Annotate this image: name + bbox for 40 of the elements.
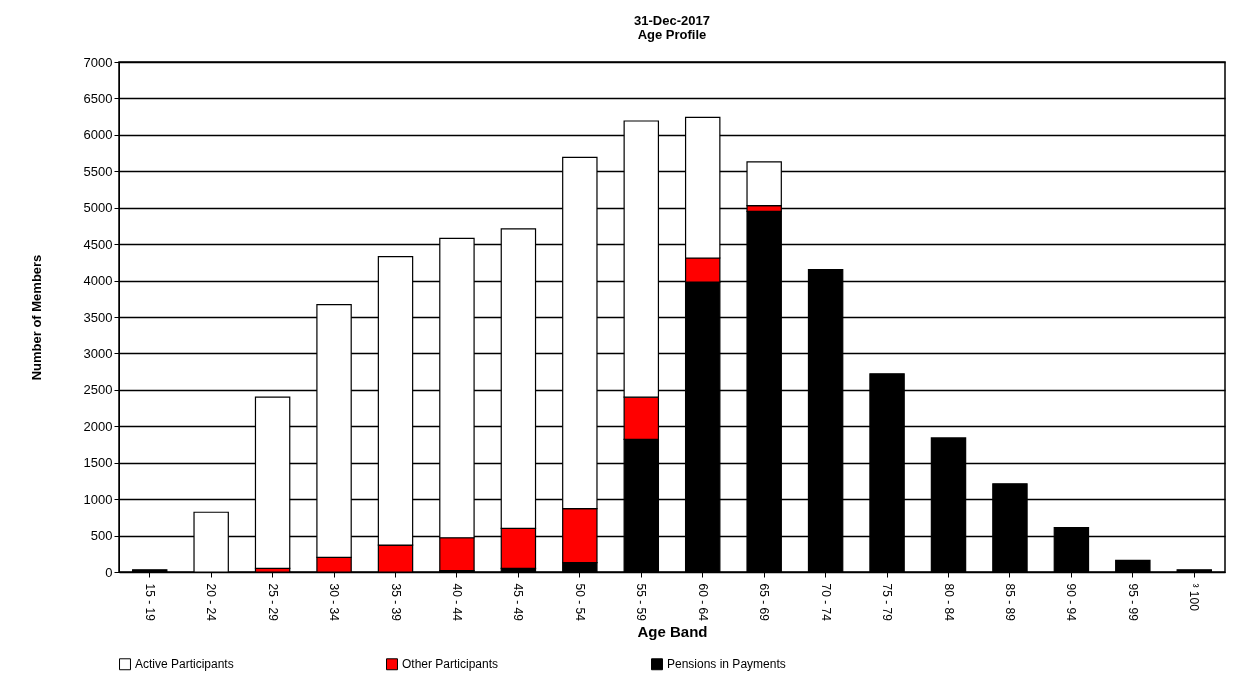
legend-label: Other Participants bbox=[402, 657, 499, 672]
x-tick-label: 65 - 69 bbox=[757, 583, 772, 622]
y-axis-title: Number of Members bbox=[28, 254, 44, 381]
x-tick-label: 30 - 34 bbox=[327, 583, 342, 622]
x-tick-label: 20 - 24 bbox=[204, 583, 219, 622]
chart-subtitle: Age Profile bbox=[637, 27, 707, 42]
y-tick-label: 5500 bbox=[83, 163, 113, 179]
x-tick-label: 90 - 94 bbox=[1064, 583, 1079, 622]
x-tick-label: 95 - 99 bbox=[1125, 583, 1140, 622]
y-tick-label: 3000 bbox=[83, 345, 113, 361]
y-tick-label: 2000 bbox=[83, 418, 113, 434]
y-tick-label: 6000 bbox=[83, 127, 113, 143]
x-tick-label: 25 - 29 bbox=[265, 583, 280, 622]
y-tick-label: 1500 bbox=[83, 455, 113, 471]
legend-label: Active Participants bbox=[135, 657, 234, 672]
x-tick-label: 85 - 89 bbox=[1002, 583, 1017, 622]
y-tick-label: 6500 bbox=[83, 90, 113, 106]
x-tick-label: 40 - 44 bbox=[449, 583, 464, 622]
x-tick-label: 15 - 19 bbox=[142, 583, 157, 622]
chart-title: 31-Dec-2017 bbox=[634, 13, 710, 28]
y-tick-label: 4000 bbox=[83, 273, 113, 289]
x-tick-label: 75 - 79 bbox=[880, 583, 895, 622]
y-tick-label: 0 bbox=[105, 564, 113, 580]
x-tick-label: 70 - 74 bbox=[818, 583, 833, 622]
x-tick-label: 80 - 84 bbox=[941, 583, 956, 622]
y-tick-label: 2500 bbox=[83, 382, 113, 398]
x-tick-label: ³ 100 bbox=[1187, 583, 1202, 612]
y-tick-label: 7000 bbox=[83, 54, 113, 70]
x-tick-label: 55 - 59 bbox=[634, 583, 649, 622]
y-tick-label: 5000 bbox=[83, 200, 113, 216]
y-tick-label: 500 bbox=[90, 528, 113, 544]
y-tick-label: 4500 bbox=[83, 236, 113, 252]
x-axis-title: Age Band bbox=[637, 622, 708, 640]
x-tick-label: 60 - 64 bbox=[695, 583, 710, 622]
y-tick-label: 1000 bbox=[83, 491, 113, 507]
x-tick-label: 35 - 39 bbox=[388, 583, 403, 622]
x-tick-label: 45 - 49 bbox=[511, 583, 526, 622]
legend-label: Pensions in Payments bbox=[667, 657, 786, 672]
y-tick-label: 3500 bbox=[83, 309, 113, 325]
x-tick-label: 50 - 54 bbox=[572, 583, 587, 622]
